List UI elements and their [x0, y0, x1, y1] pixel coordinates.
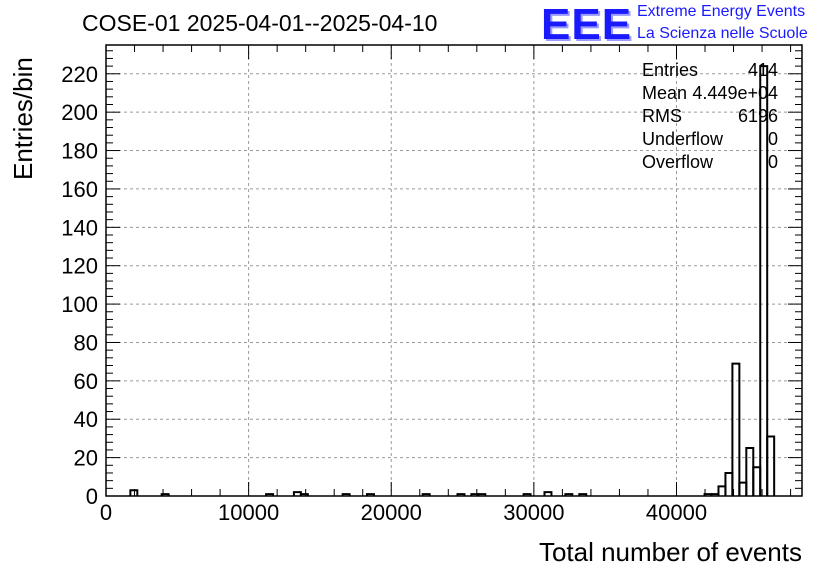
histogram-bin — [160, 493, 170, 496]
x-tick-label: 30000 — [503, 500, 564, 525]
histogram-bin — [265, 493, 275, 496]
stats-row-overflow: Overflow 0 — [642, 152, 782, 175]
chart-title: COSE-01 2025-04-01--2025-04-10 — [82, 10, 438, 36]
y-tick-label: 0 — [86, 484, 98, 509]
histogram-bin — [366, 493, 375, 496]
histogram-bin — [717, 485, 727, 496]
y-tick-label: 80 — [74, 330, 98, 355]
x-tick-label: 10000 — [218, 500, 279, 525]
histogram-bin — [522, 493, 532, 496]
x-tick-label: 20000 — [361, 500, 422, 525]
plot-frame — [105, 44, 803, 497]
histogram-bin — [456, 493, 466, 496]
stats-box: Entries 414 Mean 4.449e+04 RMS 6196 Unde… — [642, 60, 782, 175]
grid — [106, 45, 802, 496]
histogram-bin — [341, 493, 351, 496]
stats-value: 6196 — [737, 106, 778, 126]
stats-key: Overflow — [642, 152, 714, 172]
stats-value: 0 — [767, 129, 778, 149]
histogram-bin — [724, 471, 734, 496]
y-tick-label: 220 — [61, 62, 98, 87]
logo-line-2: La Scienza nelle Scuole — [637, 25, 808, 42]
y-tick-label: 160 — [61, 177, 98, 202]
histogram-bin — [299, 493, 309, 496]
y-tick-label: 20 — [74, 446, 98, 471]
histogram-bin — [564, 493, 574, 496]
stats-value: 0 — [767, 152, 778, 172]
y-tick-label: 180 — [61, 139, 98, 164]
logo-line-1: Extreme Energy Events — [637, 3, 806, 20]
axes-frame — [105, 44, 803, 497]
histogram-bin — [477, 493, 487, 496]
histogram-bin — [738, 481, 748, 496]
y-tick-label: 100 — [61, 292, 98, 317]
histogram-bin — [745, 447, 755, 496]
x-axis-label: Total number of events — [538, 537, 802, 567]
histogram-bin — [752, 466, 762, 496]
stats-value: 4.449e+04 — [692, 83, 778, 103]
histogram-bin — [759, 65, 769, 496]
y-tick-label: 60 — [74, 369, 98, 394]
stats-row-rms: RMS 6196 — [642, 106, 782, 129]
histogram-bin — [766, 435, 776, 496]
stats-value: 414 — [747, 60, 778, 80]
stats-key: Mean — [642, 83, 688, 103]
y-tick-label: 140 — [61, 215, 98, 240]
axis-ticks: 0 20 40 60 80 100 120 140 160 180 200 220 0 10000 2000… — [61, 45, 802, 525]
histogram-bars — [129, 65, 776, 496]
histogram-bin — [731, 362, 741, 496]
stats-key: RMS — [642, 106, 682, 126]
stats-row-underflow: Underflow 0 — [642, 129, 782, 152]
histogram-bin — [543, 491, 553, 496]
stats-key: Entries — [642, 60, 699, 80]
y-tick-label: 40 — [74, 407, 98, 432]
x-tick-label: 40000 — [646, 500, 707, 525]
stats-row-mean: Mean 4.449e+04 — [642, 83, 782, 106]
y-tick-label: 200 — [61, 100, 98, 125]
x-tick-label: 0 — [100, 500, 112, 525]
histogram-bin — [578, 493, 588, 496]
y-tick-label: 120 — [61, 254, 98, 279]
eee-logo: EEE — [541, 0, 633, 49]
histogram-bin — [129, 489, 139, 496]
stats-key: Underflow — [642, 129, 724, 149]
histogram-bin — [421, 493, 431, 496]
stats-row-entries: Entries 414 — [642, 60, 782, 83]
